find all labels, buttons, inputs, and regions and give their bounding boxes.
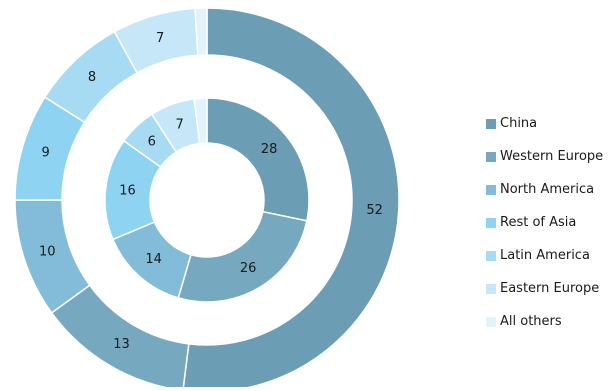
- outer-ring-label-rest-of-asia: 9: [42, 146, 50, 161]
- inner-ring-label-western-europe: 26: [240, 261, 257, 276]
- inner-ring-label-eastern-europe: 7: [175, 117, 183, 132]
- inner-ring-label-latin-america: 6: [148, 135, 156, 150]
- legend: China Western Europe North America Rest of …: [486, 107, 603, 338]
- inner-ring-slice-all-others: [193, 97, 208, 145]
- legend-swatch: [486, 184, 496, 195]
- inner-ring: [104, 97, 310, 303]
- outer-ring: [14, 7, 400, 391]
- inner-ring-label-rest-of-asia: 16: [119, 184, 136, 199]
- legend-label: All others: [500, 314, 562, 329]
- legend-swatch: [486, 250, 496, 261]
- legend-item-western-europe: Western Europe: [486, 140, 603, 173]
- inner-ring-slice-china: [206, 97, 310, 222]
- inner-ring-slice-western-europe: [177, 210, 308, 303]
- legend-label: China: [500, 116, 538, 131]
- outer-ring-label-china: 52: [366, 203, 383, 218]
- legend-item-eastern-europe: Eastern Europe: [486, 272, 603, 305]
- legend-item-latin-america: Latin America: [486, 239, 603, 272]
- outer-ring-label-latin-america: 8: [88, 70, 96, 85]
- legend-swatch: [486, 151, 496, 162]
- legend-swatch: [486, 283, 496, 294]
- legend-label: Western Europe: [500, 149, 604, 164]
- legend-item-china: China: [486, 107, 603, 140]
- legend-label: Eastern Europe: [500, 281, 600, 296]
- legend-swatch: [486, 217, 496, 228]
- inner-ring-label-china: 28: [261, 142, 278, 157]
- outer-ring-slice-all-others: [194, 7, 208, 57]
- slice-labels: 52 13 10 9 8 7 28 26 14 16 6 7: [39, 31, 383, 352]
- legend-swatch: [486, 316, 496, 327]
- legend-item-north-america: North America: [486, 173, 603, 206]
- legend-swatch: [486, 118, 496, 129]
- outer-ring-label-western-europe: 13: [113, 337, 130, 352]
- outer-ring-label-north-america: 10: [39, 244, 56, 259]
- legend-label: Rest of Asia: [500, 215, 577, 230]
- legend-label: North America: [500, 182, 595, 197]
- outer-ring-slice-china: [182, 7, 400, 391]
- legend-item-all-others: All others: [486, 305, 603, 338]
- inner-ring-label-north-america: 14: [145, 252, 162, 267]
- legend-label: Latin America: [500, 248, 590, 263]
- legend-item-rest-of-asia: Rest of Asia: [486, 206, 603, 239]
- outer-ring-label-eastern-europe: 7: [156, 31, 164, 46]
